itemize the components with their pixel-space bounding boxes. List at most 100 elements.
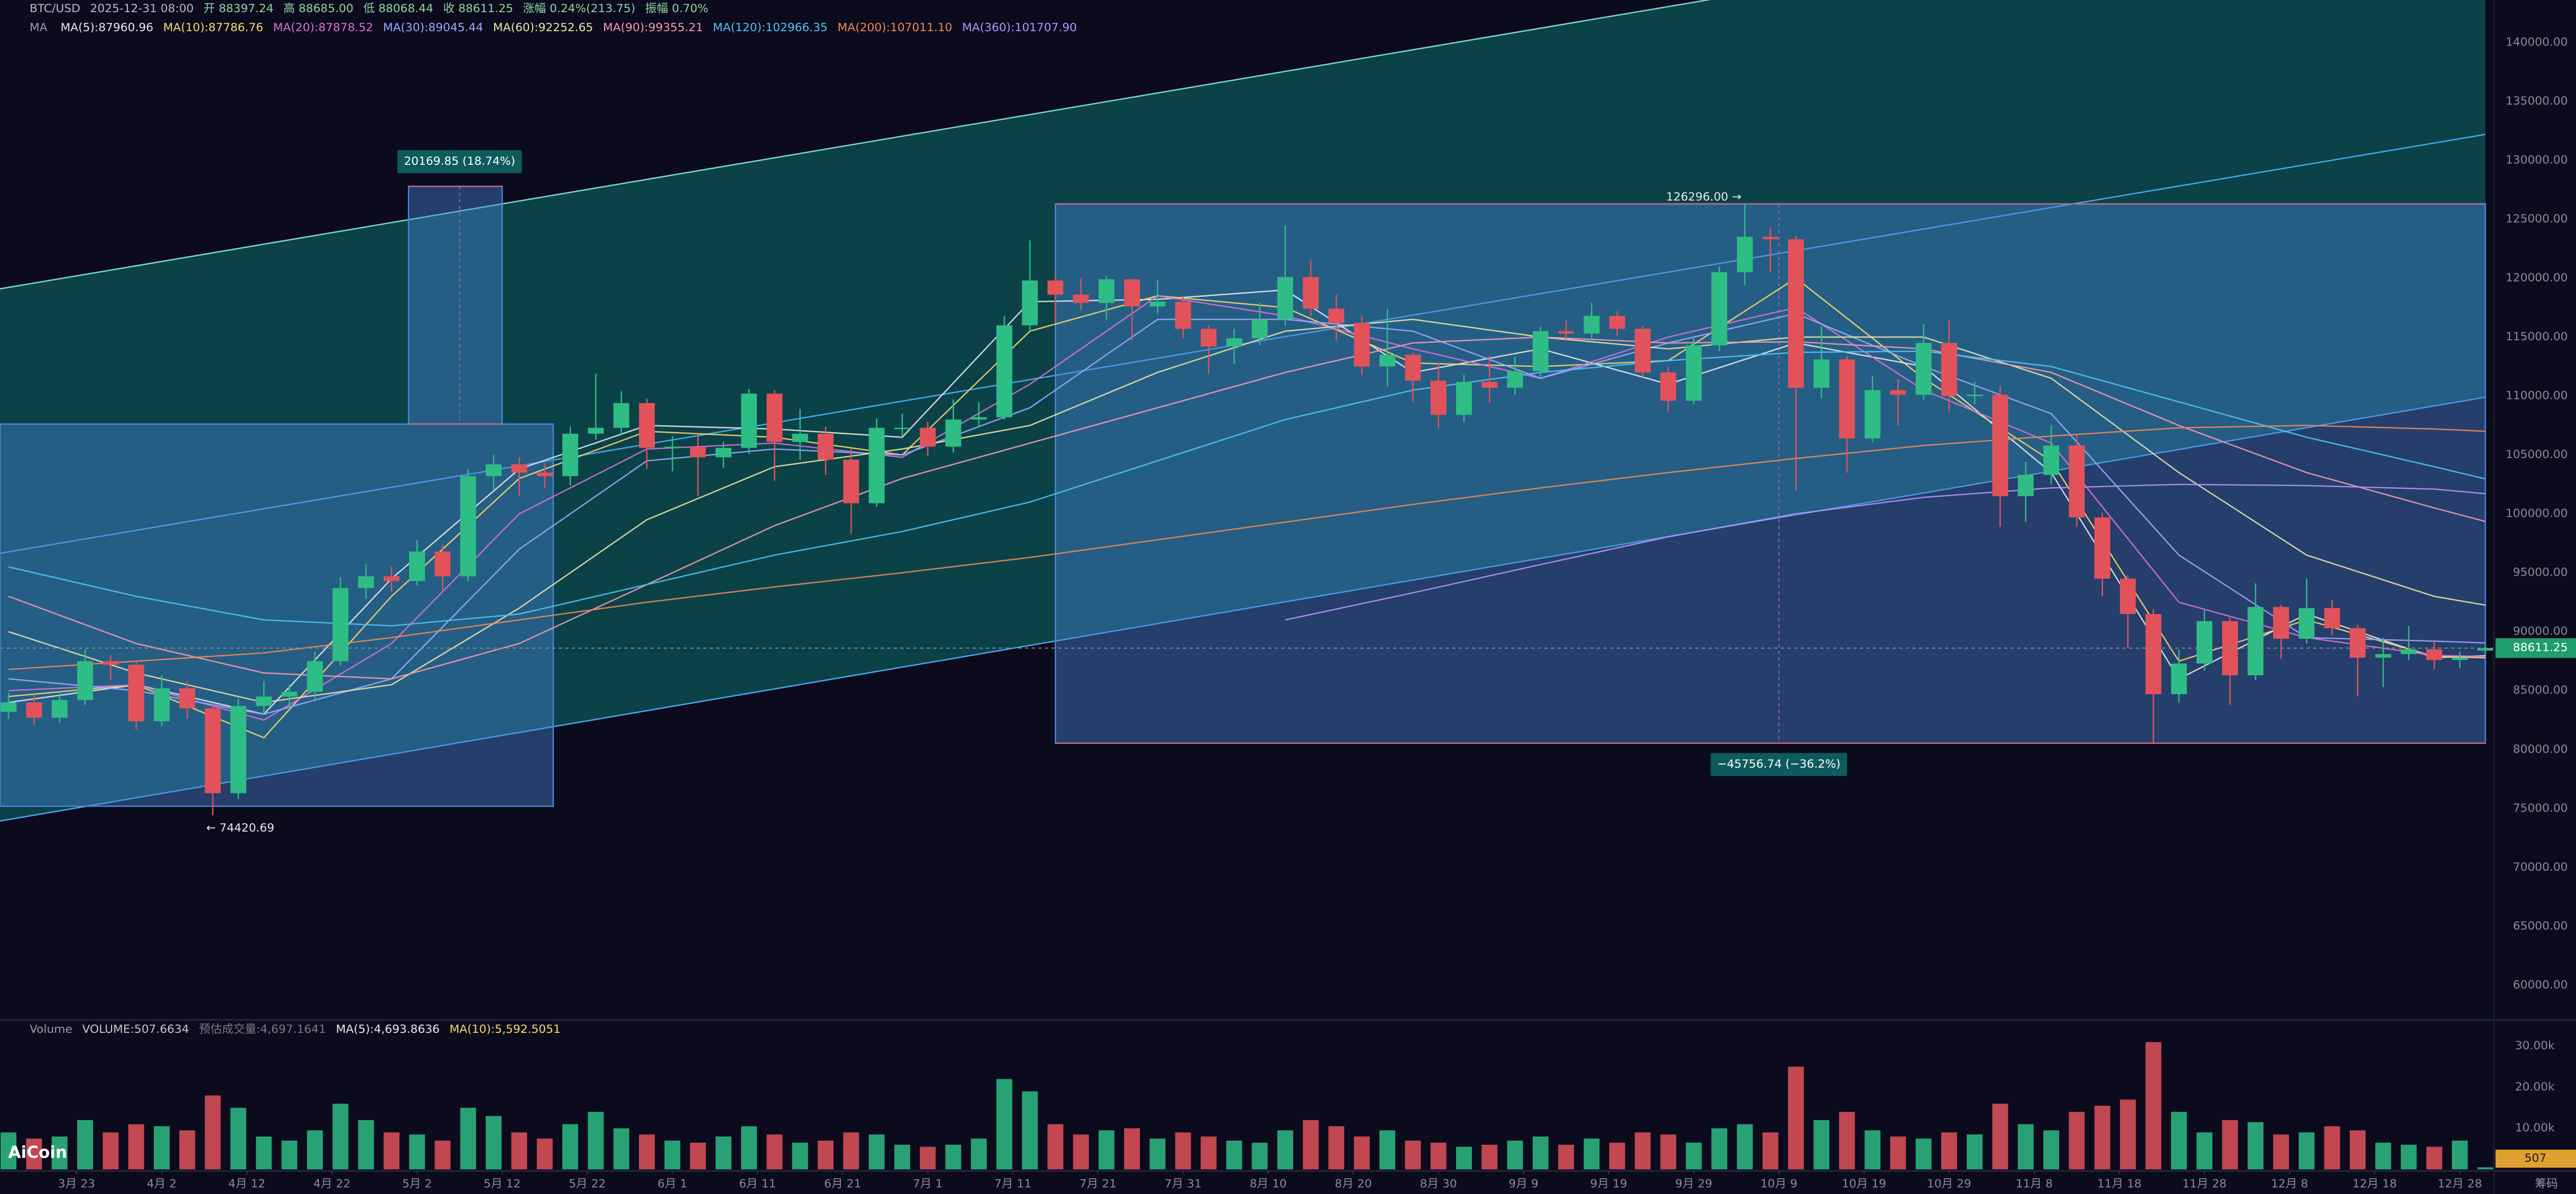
volume-bar [77, 1120, 94, 1170]
volume-tick-label: 10.00k [2515, 1122, 2555, 1135]
volume-bar [103, 1132, 119, 1170]
y-tick-label: 100000.00 [2506, 507, 2568, 520]
price-pane [0, 0, 2494, 822]
candle-body [1941, 343, 1957, 396]
volume-bar [1915, 1139, 1932, 1170]
volume-bar [205, 1095, 221, 1170]
candle-body [638, 403, 655, 448]
volume-bar [409, 1134, 425, 1170]
volume-bar [1583, 1139, 1600, 1170]
candle-body [154, 688, 170, 722]
volume-bar [1303, 1120, 1319, 1170]
volume-bar [1456, 1146, 1472, 1170]
candle-body [920, 427, 936, 447]
candle-body [792, 433, 808, 442]
y-tick-label: 120000.00 [2506, 271, 2568, 284]
y-tick-label: 105000.00 [2506, 448, 2568, 461]
volume-bar [1405, 1140, 1421, 1170]
candle-body [1073, 294, 1089, 303]
y-tick-label: 75000.00 [2513, 801, 2568, 815]
candle-body [332, 588, 349, 661]
volume-bar [562, 1124, 578, 1170]
candle-body [843, 459, 859, 503]
volume-bar [1175, 1132, 1191, 1170]
legend-name: MA(20) [273, 21, 314, 34]
candle-body [358, 576, 374, 589]
header-field: 涨幅 0.24%(213.75) [523, 2, 636, 15]
y-tick-label: 115000.00 [2506, 330, 2568, 343]
candle-body [2401, 649, 2417, 655]
range-box [1054, 203, 2486, 744]
candle-body [77, 661, 94, 701]
x-tick-label: 9月 19 [1590, 1177, 1627, 1190]
candle-body [2043, 445, 2060, 475]
candle-body [1532, 331, 1549, 371]
legend-value: :89045.44 [424, 21, 483, 34]
volume-bar [2222, 1120, 2238, 1170]
candle-body [536, 472, 553, 477]
header-field: 低 88068.44 [363, 2, 433, 15]
legend-name: MA(60) [493, 21, 534, 34]
annotation: ← 74420.69 [206, 822, 274, 835]
legend-name: MA(30) [383, 21, 424, 34]
volume-bar [1737, 1124, 1753, 1170]
legend-value: :87786.76 [205, 21, 263, 34]
candle-body [1890, 390, 1906, 395]
ma-title: MA [30, 21, 48, 34]
volume-bar [1073, 1134, 1089, 1170]
candle-body [664, 446, 681, 448]
corner-label[interactable]: 筹码 [2535, 1177, 2558, 1190]
volume-bar [1047, 1124, 1063, 1170]
x-tick-label: 12月 18 [2352, 1177, 2397, 1190]
x-tick-label: 7月 11 [994, 1177, 1031, 1190]
volume-bar [332, 1104, 349, 1170]
volume-bar [2247, 1122, 2264, 1170]
volume-bar [2120, 1099, 2136, 1170]
volume-pane [1, 1042, 2494, 1170]
volume-bar [2094, 1105, 2110, 1170]
candle-body [256, 696, 272, 706]
y-tick-label: 90000.00 [2513, 625, 2568, 638]
volume-bar [1890, 1136, 1906, 1170]
candle-body [2017, 474, 2034, 497]
symbol: BTC/USD [30, 2, 80, 15]
x-tick-label: 9月 9 [1509, 1177, 1539, 1190]
volume-bar [511, 1132, 527, 1170]
candle-body [2426, 649, 2442, 660]
volume-bar [1839, 1112, 1855, 1170]
volume-bar [2426, 1146, 2442, 1170]
volume-bar [766, 1134, 783, 1170]
legend-value: :92252.65 [534, 21, 593, 34]
ma-line [8, 350, 2486, 627]
candle-body [1303, 277, 1319, 309]
volume-bar [128, 1124, 144, 1170]
candle-body [1277, 277, 1293, 320]
candle-body [383, 576, 400, 581]
x-tick-label: 5月 12 [484, 1177, 521, 1190]
volume-bar [2069, 1112, 2085, 1170]
volume-bar [358, 1120, 374, 1170]
volume-bar [2273, 1134, 2289, 1170]
volume-bar [1609, 1142, 1625, 1170]
volume-bar [1022, 1091, 1038, 1170]
volume-bar [1200, 1136, 1217, 1170]
watermark: AiCoin [8, 1143, 68, 1162]
candle-body [1354, 323, 1370, 367]
candle-body [511, 464, 527, 473]
candle-body [1200, 329, 1217, 347]
legend-value: :99355.21 [644, 21, 703, 34]
volume-bar [868, 1134, 885, 1170]
volume-bar [2401, 1144, 2417, 1170]
x-tick-label: 12月 8 [2271, 1177, 2308, 1190]
candle-body [409, 551, 425, 581]
x-tick-label: 11月 28 [2182, 1177, 2227, 1190]
volume-bar [1252, 1142, 1268, 1170]
legend-name: MA(10) [163, 21, 205, 34]
volume-bar [2477, 1167, 2494, 1170]
candle-body [2171, 663, 2187, 694]
candle-body [103, 661, 119, 665]
volume-bar [154, 1126, 170, 1170]
candle-body [1992, 395, 2008, 497]
volume-bar [1481, 1144, 1498, 1170]
